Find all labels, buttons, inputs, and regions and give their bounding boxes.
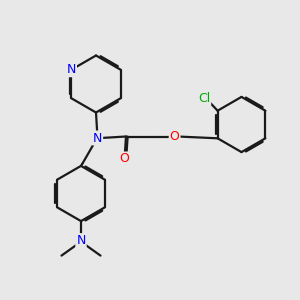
Text: O: O bbox=[170, 130, 179, 143]
Text: O: O bbox=[120, 152, 129, 166]
Text: N: N bbox=[93, 131, 102, 145]
Text: Cl: Cl bbox=[198, 92, 210, 105]
Text: N: N bbox=[76, 234, 86, 247]
Text: N: N bbox=[67, 63, 76, 76]
